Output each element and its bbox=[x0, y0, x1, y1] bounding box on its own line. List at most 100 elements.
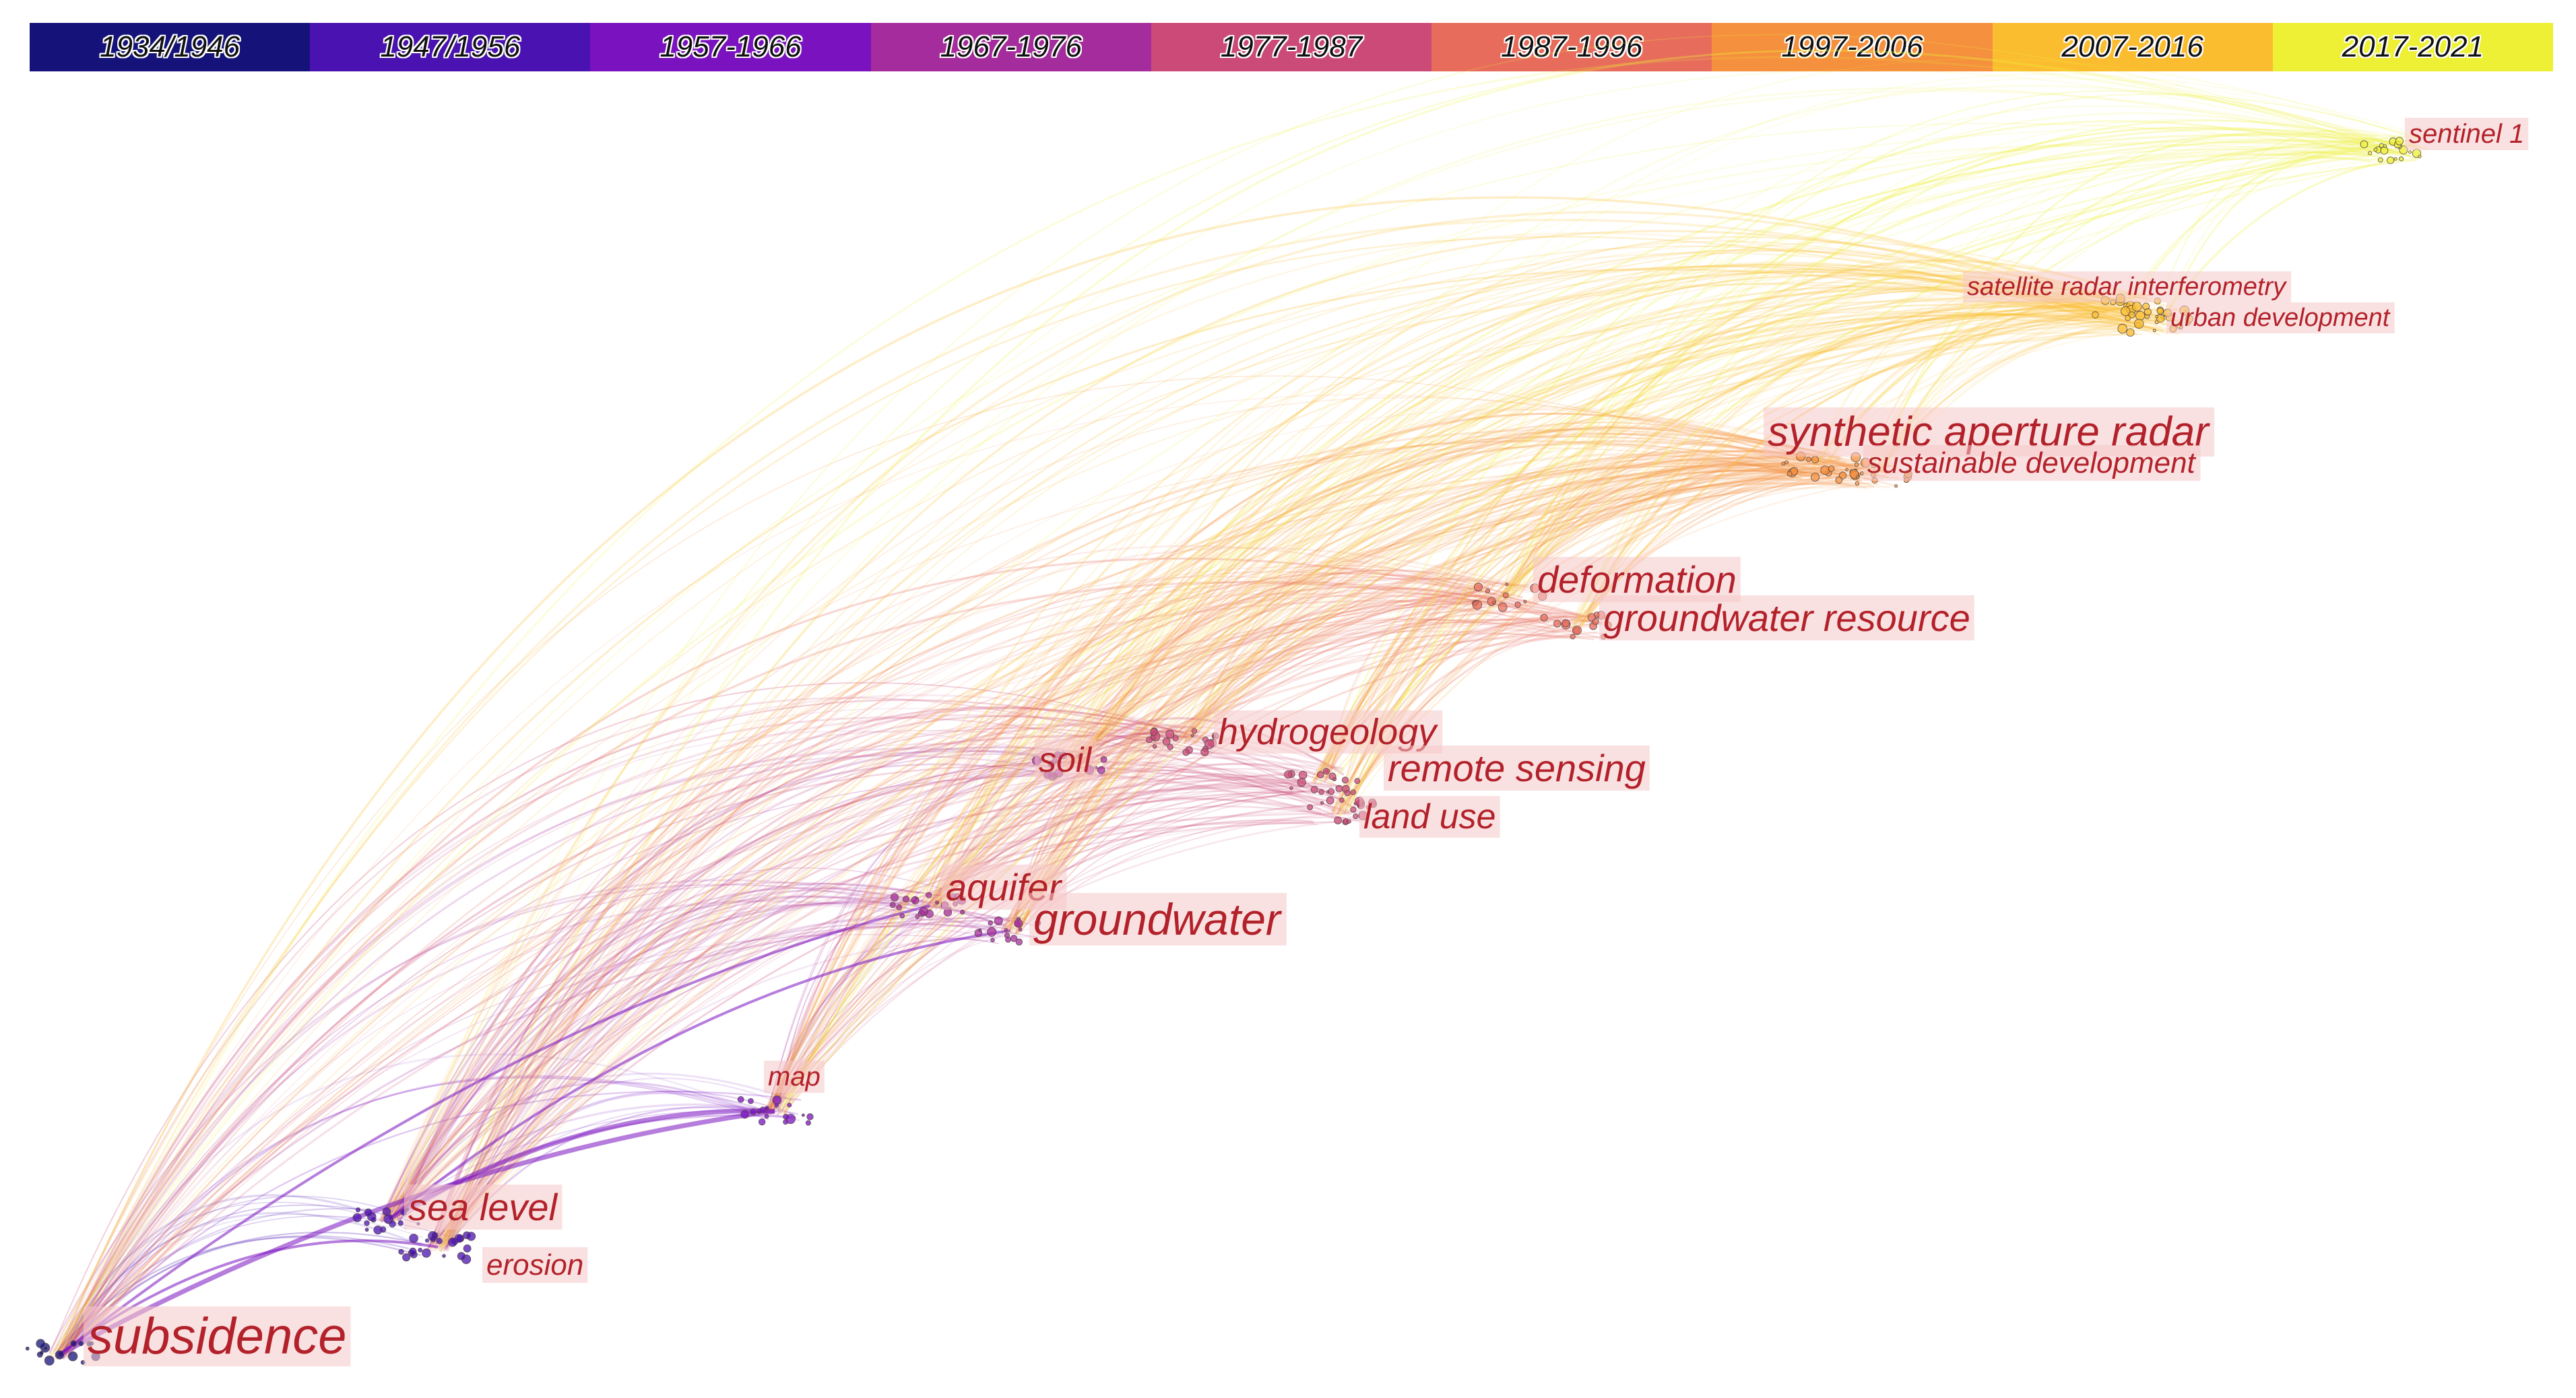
keyword-label-highlight bbox=[1035, 739, 1097, 781]
network-edge bbox=[440, 230, 2127, 1248]
network-edge-strong bbox=[388, 929, 1011, 1220]
network-edge bbox=[1074, 587, 1518, 770]
keyword-node bbox=[1334, 816, 1342, 825]
network-edge bbox=[1185, 143, 2423, 741]
network-edge bbox=[2162, 143, 2380, 318]
keyword-label-highlight bbox=[482, 1247, 588, 1283]
network-edge bbox=[61, 699, 1341, 1354]
network-edge bbox=[397, 315, 2146, 1222]
network-edge bbox=[57, 619, 1586, 1359]
network-edge bbox=[769, 440, 1861, 1112]
network-edge bbox=[64, 265, 2170, 1354]
keyword-node bbox=[774, 1103, 779, 1108]
keyword-node bbox=[759, 1106, 767, 1113]
timeline-period: 2007-2016 bbox=[1992, 23, 2273, 71]
network-edge bbox=[1193, 313, 2173, 745]
network-edge bbox=[1502, 126, 2370, 598]
network-edge bbox=[766, 432, 1827, 1115]
network-edge bbox=[63, 1194, 377, 1354]
network-edge bbox=[389, 34, 2371, 1216]
network-edge bbox=[1875, 132, 2412, 474]
network-edge bbox=[921, 565, 1494, 902]
keyword-node bbox=[1806, 457, 1811, 462]
network-edge bbox=[1315, 298, 2121, 779]
network-edge bbox=[1180, 133, 2422, 739]
network-edge bbox=[1007, 425, 1892, 932]
network-edge bbox=[390, 319, 2175, 1224]
network-edge bbox=[66, 735, 1158, 1354]
keyword-node bbox=[2092, 311, 2099, 319]
network-edge bbox=[1866, 145, 2410, 475]
keyword-node bbox=[1316, 771, 1324, 778]
keyword-node bbox=[436, 1238, 443, 1244]
keyword-label-highlight bbox=[764, 1061, 825, 1093]
network-edge bbox=[61, 1077, 769, 1357]
network-edge bbox=[769, 443, 1860, 1113]
network-nodes bbox=[25, 137, 2422, 1366]
network-edge bbox=[1006, 269, 2131, 929]
network-edge bbox=[445, 760, 1089, 1248]
keyword-node bbox=[1326, 796, 1334, 805]
network-edge bbox=[1320, 317, 2137, 784]
network-edge bbox=[57, 581, 1603, 1352]
network-edge bbox=[387, 923, 1035, 1223]
network-edge bbox=[65, 785, 1332, 1358]
network-edge bbox=[1075, 461, 1900, 770]
keyword-node bbox=[935, 900, 940, 905]
keyword-node bbox=[806, 1113, 814, 1121]
keyword-node bbox=[2360, 140, 2369, 149]
keyword-node bbox=[1835, 476, 1843, 484]
network-edges bbox=[48, 34, 2427, 1360]
network-edge bbox=[432, 470, 1795, 1250]
network-edge bbox=[379, 723, 1186, 1220]
keyword-node bbox=[1514, 601, 1521, 608]
network-edge bbox=[398, 867, 956, 1224]
network-edge bbox=[379, 774, 1341, 1220]
network-edge bbox=[443, 308, 2178, 1247]
keyword-node bbox=[44, 1356, 55, 1366]
keyword-groundwater: groundwater bbox=[1029, 893, 1287, 945]
network-edge bbox=[389, 780, 1297, 1221]
keyword-sea-level: sea level bbox=[404, 1185, 562, 1230]
network-edge bbox=[59, 879, 1023, 1360]
network-edge bbox=[1064, 268, 2137, 766]
network-edge bbox=[781, 133, 2416, 1108]
keyword-node bbox=[994, 916, 1003, 925]
network-edge bbox=[773, 605, 1481, 1110]
keyword-node bbox=[1165, 729, 1175, 739]
keyword-node bbox=[1190, 733, 1194, 737]
network-edge bbox=[58, 1053, 757, 1360]
network-edge bbox=[1184, 426, 1863, 743]
keyword-erosion: erosion bbox=[482, 1247, 588, 1283]
network-edge bbox=[1310, 319, 2184, 784]
keyword-node bbox=[2399, 156, 2404, 162]
network-edge bbox=[1018, 286, 2154, 928]
network-edge bbox=[1345, 297, 2156, 812]
network-edge bbox=[381, 817, 1323, 1220]
keyword-node bbox=[1328, 772, 1337, 780]
network-edge bbox=[55, 925, 1002, 1358]
keyword-node bbox=[425, 1238, 430, 1243]
network-edge bbox=[384, 775, 1297, 1223]
network-edge bbox=[67, 600, 1481, 1355]
keyword-land-use: land use bbox=[1359, 796, 1500, 838]
network-edge bbox=[56, 268, 2155, 1358]
keyword-node bbox=[1849, 469, 1859, 479]
keyword-node bbox=[2408, 150, 2412, 154]
keyword-node bbox=[409, 1247, 417, 1256]
network-edge bbox=[446, 892, 924, 1247]
network-edge bbox=[1004, 486, 1873, 931]
keyword-node bbox=[364, 1228, 369, 1232]
network-edge bbox=[1569, 316, 2122, 626]
network-edge bbox=[934, 622, 1555, 902]
network-edge bbox=[391, 630, 1571, 1223]
keyword-node bbox=[1828, 465, 1835, 472]
network-edge bbox=[1065, 469, 1797, 766]
keyword-node bbox=[2395, 137, 2404, 145]
network-edge bbox=[1337, 607, 1519, 807]
keyword-node bbox=[899, 913, 905, 919]
network-edge bbox=[386, 576, 1558, 1221]
keyword-node bbox=[1859, 471, 1864, 476]
keyword-node bbox=[1570, 634, 1576, 640]
keyword-node bbox=[919, 906, 928, 916]
